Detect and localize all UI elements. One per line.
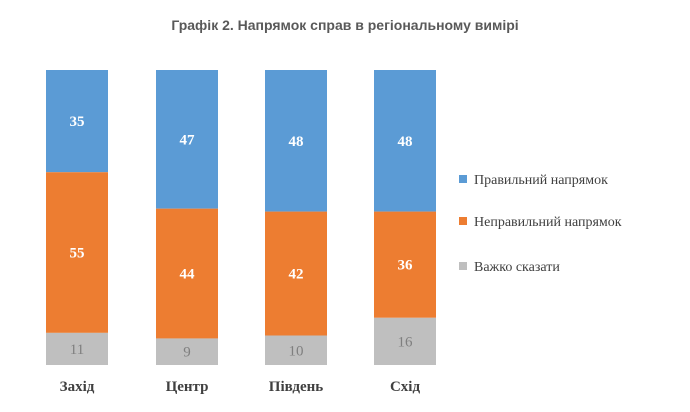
bar-segment [374,211,436,318]
data-label: 16 [398,334,414,350]
bar-segment [374,70,436,212]
category-label: Центр [166,379,209,395]
data-label: 55 [70,246,85,262]
bar-segment [156,338,218,365]
bar-segment [265,70,327,212]
legend-label: Важко сказати [474,260,560,275]
legend-marker [459,217,467,225]
bar-segment [265,211,327,336]
data-label: 44 [180,267,196,283]
data-label: 35 [70,114,85,130]
legend-label: Правильний напрямок [474,173,608,188]
data-label: 11 [70,342,84,358]
data-label: 47 [180,132,196,148]
data-label: 48 [398,134,413,150]
bar-segment [46,172,108,333]
category-label: Схід [390,379,421,395]
legend-label: Неправильний напрямок [474,215,622,230]
legend-marker [459,175,467,183]
data-label: 42 [289,267,304,283]
bar-segment [156,208,218,339]
chart-title: Графік 2. Напрямок справ в регіональному… [171,17,519,33]
category-label: Південь [269,379,323,395]
data-label: 48 [289,134,304,150]
data-label: 9 [183,345,191,361]
bar-segment [46,332,108,365]
data-label: 36 [398,258,414,274]
category-label: Захід [60,379,95,395]
legend-marker [459,262,467,270]
bar-segment [46,70,108,173]
bar-segment [265,335,327,365]
bar-segment [156,70,218,209]
bar-segment [374,317,436,365]
data-label: 10 [289,343,304,359]
